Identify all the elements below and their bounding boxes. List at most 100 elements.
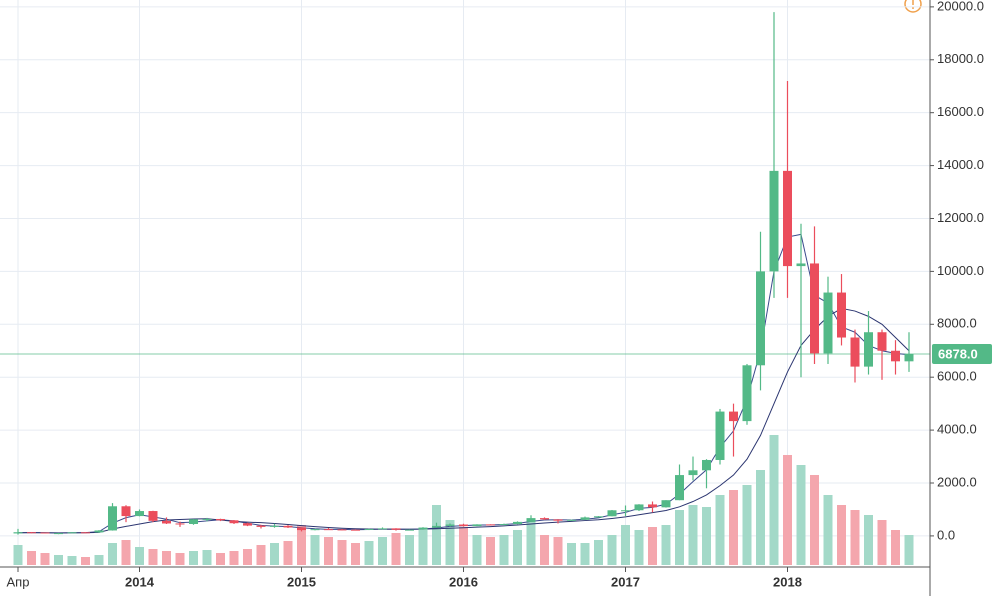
x-tick-label: 2018 bbox=[773, 574, 802, 589]
volume-bar bbox=[823, 495, 833, 565]
candle-body bbox=[688, 470, 698, 476]
volume-bar bbox=[580, 543, 590, 565]
candle-body bbox=[283, 525, 293, 528]
candle-body bbox=[432, 525, 441, 528]
y-tick-label: 14000.0 bbox=[937, 157, 984, 172]
candle-body bbox=[310, 529, 320, 531]
candle-body bbox=[540, 518, 549, 520]
volume-bar bbox=[243, 549, 252, 565]
volume-bar bbox=[837, 505, 846, 565]
volume-bar bbox=[715, 495, 725, 565]
candle-body bbox=[499, 524, 509, 526]
volume-bar bbox=[796, 465, 806, 565]
y-tick-label: 4000.0 bbox=[937, 422, 977, 437]
candle-body bbox=[742, 365, 752, 422]
volume-bar bbox=[297, 525, 306, 565]
volume-bar bbox=[445, 520, 455, 565]
volume-bar bbox=[594, 540, 603, 565]
candle-body bbox=[351, 529, 360, 531]
volume-bar bbox=[877, 520, 887, 565]
volume-bar bbox=[27, 551, 36, 565]
candle-body bbox=[445, 524, 455, 526]
candle-body bbox=[189, 519, 198, 525]
volume-bar bbox=[850, 510, 860, 565]
candle-body bbox=[229, 520, 239, 524]
volume-bar bbox=[418, 530, 428, 565]
candle-body bbox=[675, 475, 684, 501]
volume-bar bbox=[256, 545, 266, 565]
candle-body bbox=[378, 528, 387, 530]
volume-bar bbox=[810, 475, 819, 565]
volume-bar bbox=[54, 555, 63, 565]
y-tick-label: 20000.0 bbox=[937, 0, 984, 13]
volume-bar bbox=[337, 540, 347, 565]
candle-body bbox=[823, 292, 833, 354]
x-tick-label: Апр bbox=[7, 574, 30, 589]
candle-body bbox=[297, 527, 306, 531]
y-tick-label: 8000.0 bbox=[937, 316, 977, 331]
candle-body bbox=[580, 517, 590, 520]
volume-bar bbox=[202, 550, 212, 565]
volume-bar bbox=[94, 555, 104, 565]
candle-body bbox=[661, 500, 671, 508]
volume-bar bbox=[13, 545, 23, 565]
candle-body bbox=[783, 170, 792, 267]
volume-bar bbox=[621, 525, 630, 565]
volume-bar bbox=[283, 541, 293, 565]
candle-body bbox=[607, 510, 617, 517]
candle-body bbox=[27, 532, 36, 534]
volume-bar bbox=[756, 470, 765, 565]
y-tick-label: 10000.0 bbox=[937, 263, 984, 278]
volume-bar bbox=[688, 505, 698, 565]
candle-body bbox=[769, 170, 779, 272]
x-tick-label: 2015 bbox=[287, 574, 316, 589]
volume-bar bbox=[769, 435, 779, 565]
volume-bar bbox=[634, 530, 644, 565]
volume-bar bbox=[675, 510, 684, 565]
volume-bar bbox=[162, 551, 171, 565]
candle-body bbox=[162, 520, 171, 524]
volume-bar bbox=[270, 543, 279, 565]
last-price-label: 6878.0 bbox=[938, 346, 978, 361]
volume-bar bbox=[67, 556, 77, 565]
volume-bar bbox=[891, 530, 900, 565]
candle-body bbox=[243, 523, 252, 526]
candle-body bbox=[121, 506, 131, 517]
volume-bar bbox=[391, 533, 401, 565]
candle-body bbox=[634, 504, 644, 511]
volume-bar bbox=[310, 535, 320, 565]
volume-bar bbox=[351, 543, 360, 565]
candle-body bbox=[94, 530, 104, 533]
volume-bar bbox=[324, 537, 333, 565]
y-tick-label: 12000.0 bbox=[937, 210, 984, 225]
candle-body bbox=[418, 527, 428, 530]
candle-body bbox=[702, 459, 711, 471]
candle-body bbox=[40, 532, 50, 534]
x-tick-label: 2016 bbox=[449, 574, 478, 589]
volume-bar bbox=[459, 527, 468, 565]
volume-bar bbox=[364, 541, 374, 565]
candle-body bbox=[13, 532, 23, 534]
volume-bar bbox=[904, 535, 914, 565]
y-tick-label: 16000.0 bbox=[937, 104, 984, 119]
volume-bar bbox=[648, 527, 657, 565]
volume-bar bbox=[864, 515, 873, 565]
volume-bar bbox=[607, 535, 617, 565]
candle-body bbox=[513, 521, 522, 525]
volume-bar bbox=[216, 553, 225, 565]
candle-body bbox=[904, 353, 914, 362]
volume-bar bbox=[148, 549, 158, 565]
candle-body bbox=[796, 263, 806, 267]
candle-body bbox=[81, 532, 90, 534]
volume-bar bbox=[405, 535, 414, 565]
volume-bar bbox=[135, 547, 144, 565]
last-price-box bbox=[932, 343, 992, 364]
candle-body bbox=[135, 511, 144, 517]
candle-body bbox=[621, 510, 630, 512]
candle-body bbox=[864, 332, 873, 367]
candle-body bbox=[553, 519, 563, 521]
candle-body bbox=[810, 263, 819, 354]
candle-body bbox=[324, 529, 333, 531]
